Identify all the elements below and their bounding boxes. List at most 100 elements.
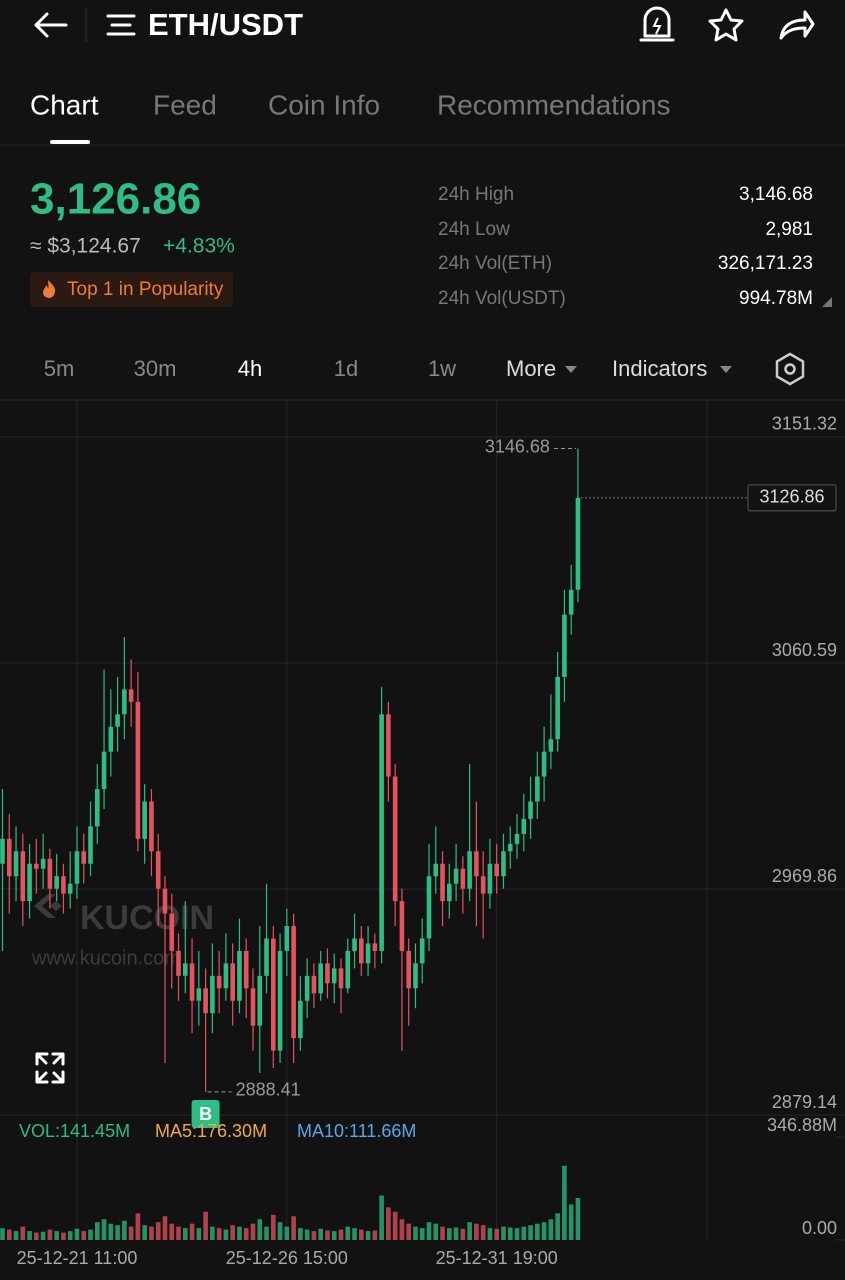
favorite-button[interactable] (708, 8, 744, 42)
watermark-url: www.kucoin.com (31, 947, 181, 969)
candle-body (528, 801, 533, 819)
volume-bar (223, 1229, 229, 1240)
volume-bar (548, 1219, 554, 1240)
stat-value: 326,171.23 (718, 253, 813, 274)
volume-bar (507, 1227, 513, 1240)
candle-body (480, 876, 486, 894)
volume-bar (196, 1228, 202, 1240)
volume-bar (122, 1220, 127, 1240)
volume-bar (453, 1227, 459, 1240)
volume-bar (575, 1197, 581, 1240)
candle-body (555, 676, 560, 740)
settings-button[interactable] (775, 352, 805, 386)
y-tick-label: 2969.86 (772, 866, 837, 886)
menu-button[interactable] (106, 14, 136, 36)
tab-indicator (50, 140, 90, 144)
volume-bar (6, 1229, 12, 1240)
tab[interactable]: Coin Info (268, 89, 380, 120)
volume-bar (413, 1226, 418, 1240)
volume-bar (555, 1213, 560, 1240)
volume-bar (392, 1211, 398, 1240)
candle-body (122, 689, 127, 715)
volume-bar (230, 1225, 235, 1240)
candle-body (223, 963, 229, 989)
volume-bar (379, 1195, 384, 1240)
candle-body (203, 988, 208, 1014)
stat-label: 24h Low (438, 219, 510, 240)
candle-body (182, 963, 188, 976)
tab[interactable]: Chart (30, 89, 99, 120)
volume-bar (284, 1226, 290, 1240)
candle-body (34, 863, 39, 869)
volume-bar (20, 1226, 26, 1240)
candle-body (399, 901, 405, 951)
candle-body (169, 913, 175, 951)
x-tick-label: 25-12-21 11:00 (17, 1248, 138, 1268)
interval[interactable]: 30m (134, 356, 177, 381)
interval[interactable]: 4h (238, 356, 262, 381)
candle-body (257, 975, 263, 1026)
candle-body (507, 843, 513, 852)
watermark-brand: KUCOIN (80, 899, 214, 937)
candle-body (541, 751, 547, 777)
candle-body (379, 714, 384, 951)
volume-bar (162, 1216, 168, 1240)
volume-bar (101, 1219, 107, 1240)
candle-body (487, 863, 493, 894)
y-tick-label: 2879.14 (772, 1092, 837, 1112)
corner-icon (822, 297, 832, 307)
candle-body (419, 938, 425, 964)
candle-body (88, 826, 93, 864)
candle-body (216, 975, 222, 989)
volume-bar (210, 1226, 215, 1240)
candle-body (284, 926, 290, 951)
pair-title[interactable]: ETH/USDT (148, 7, 303, 42)
candle-body (298, 1000, 303, 1039)
volume-bar (528, 1225, 533, 1240)
candle-body (101, 751, 107, 790)
volume-bar (27, 1231, 32, 1240)
candle-body (345, 950, 351, 989)
candle-body (54, 876, 59, 889)
volume-bar (264, 1226, 269, 1240)
y-tick-label: 0.00 (802, 1218, 837, 1238)
candle-body (535, 776, 540, 802)
fullscreen-button[interactable] (35, 1052, 65, 1084)
interval[interactable]: 5m (44, 356, 75, 381)
x-tick-label: 25-12-31 19:00 (436, 1248, 558, 1268)
volume-bar (74, 1228, 80, 1240)
stat-value: 994.78M (739, 288, 813, 309)
candle-body (514, 833, 520, 844)
y-tick-label: 346.88M (767, 1115, 837, 1135)
volume-bar (359, 1229, 364, 1240)
tab[interactable]: Feed (153, 89, 217, 120)
stat-label: 24h Vol(USDT) (438, 288, 566, 309)
interval[interactable]: 1w (428, 356, 456, 381)
high-marker-label: 3146.68 (485, 436, 550, 456)
alert-button[interactable] (639, 6, 675, 42)
volume-bar (291, 1216, 296, 1240)
interval[interactable]: 1d (334, 356, 358, 381)
volume-bar (338, 1229, 344, 1240)
candle-body (562, 614, 567, 677)
more-menu[interactable]: More (506, 356, 556, 381)
volume-bar (203, 1211, 208, 1240)
volume-bar (494, 1228, 500, 1240)
candle-body (325, 963, 330, 984)
volume-bar (298, 1228, 303, 1240)
share-button[interactable] (779, 10, 815, 40)
volume-bar (345, 1226, 351, 1240)
candle-body (128, 689, 134, 702)
tab[interactable]: Recommendations (437, 89, 670, 120)
fiat-price: ≈ $3,124.67 (30, 235, 141, 258)
volume-bar (514, 1228, 520, 1240)
candle-body (365, 943, 371, 964)
volume-bar (501, 1226, 506, 1240)
back-button[interactable] (34, 12, 68, 38)
candle-body (406, 950, 411, 989)
candle-body (311, 975, 317, 994)
volume-bar (399, 1219, 405, 1240)
indicators-menu[interactable]: Indicators (612, 356, 707, 381)
volume-bar (433, 1223, 439, 1240)
candle-body (47, 858, 53, 889)
